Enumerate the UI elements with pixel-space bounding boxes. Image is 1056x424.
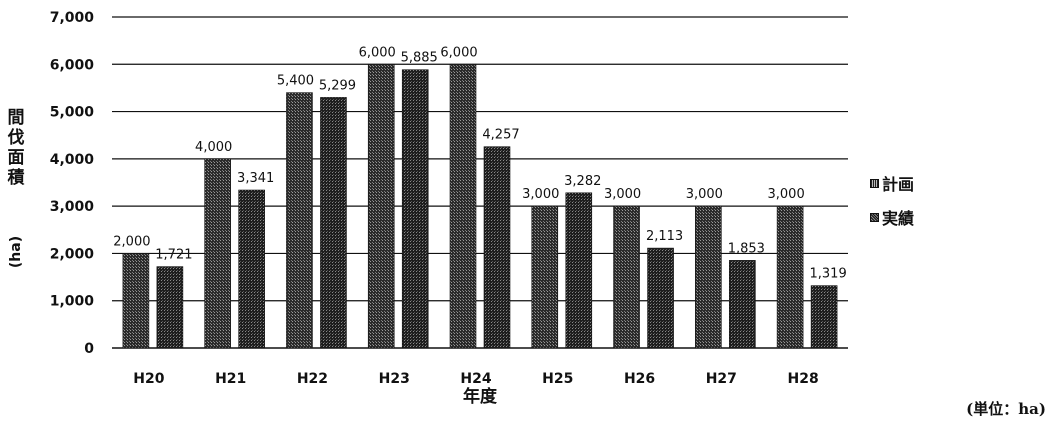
bar-plan xyxy=(286,92,313,349)
legend: 計画 実績 xyxy=(870,172,914,240)
data-label-plan: 6,000 xyxy=(359,45,396,60)
x-tick-label: H25 xyxy=(542,371,573,387)
data-label-actual: 3,282 xyxy=(564,174,601,189)
bar-actual xyxy=(565,192,593,349)
y-tick-label: 4,000 xyxy=(50,152,95,168)
x-tick-label: H28 xyxy=(788,371,819,387)
data-label-plan: 3,000 xyxy=(604,187,641,202)
bar-actual xyxy=(238,189,265,349)
legend-label-plan: 計画 xyxy=(882,175,915,194)
data-label-actual: 5,299 xyxy=(319,78,356,93)
unit-note: (単位：ha) xyxy=(966,400,1046,418)
bar-plan xyxy=(695,205,722,349)
data-label-plan: 3,000 xyxy=(522,187,559,202)
y-axis-label: 間伐面積 xyxy=(7,108,25,188)
gridlines xyxy=(112,16,848,349)
y-tick-label: 3,000 xyxy=(50,199,95,215)
data-label-plan: 3,000 xyxy=(686,187,723,202)
bar-actual xyxy=(729,260,756,349)
x-axis-label: 年度 xyxy=(463,387,497,407)
data-label-actual: 1,853 xyxy=(728,241,765,256)
x-tick-label: H24 xyxy=(460,371,491,387)
y-tick-label: 6,000 xyxy=(50,57,95,73)
data-label-actual: 2,113 xyxy=(646,229,683,244)
bar-actual xyxy=(810,285,838,349)
bar-plan xyxy=(204,158,231,349)
bar-plan xyxy=(449,63,477,349)
data-label-actual: 5,885 xyxy=(401,51,438,66)
y-tick-label: 0 xyxy=(84,341,94,357)
bar-plan xyxy=(613,205,640,349)
bar-actual xyxy=(647,247,674,349)
legend-swatch-actual xyxy=(870,212,879,222)
x-tick-label: H26 xyxy=(624,371,655,387)
bars xyxy=(122,63,838,349)
y-tick-label: 2,000 xyxy=(50,246,95,262)
data-label-plan: 6,000 xyxy=(440,45,477,60)
y-tick-label: 1,000 xyxy=(50,294,95,310)
x-tick-label: H22 xyxy=(297,371,328,387)
y-tick-label: 5,000 xyxy=(50,105,95,121)
legend-swatch-plan xyxy=(870,178,879,188)
bar-plan xyxy=(122,253,150,349)
x-tick-label: H21 xyxy=(215,371,246,387)
x-tick-label: H27 xyxy=(706,371,737,387)
data-label-plan: 4,000 xyxy=(195,140,232,155)
bar-plan xyxy=(776,205,804,349)
legend-item-actual: 実績 xyxy=(870,206,914,228)
bar-plan xyxy=(367,63,395,349)
x-tick-label: H23 xyxy=(379,371,410,387)
data-label-plan: 3,000 xyxy=(768,187,805,202)
data-label-actual: 4,257 xyxy=(482,128,519,143)
data-label-actual: 1,319 xyxy=(810,267,847,282)
x-tick-label: H20 xyxy=(133,371,164,387)
legend-item-plan: 計画 xyxy=(870,172,914,194)
bar-actual xyxy=(483,146,511,349)
bar-actual xyxy=(320,97,347,349)
bar-plan xyxy=(531,205,559,349)
y-tick-label: 7,000 xyxy=(50,10,95,26)
bar-actual xyxy=(401,69,429,349)
data-label-actual: 3,341 xyxy=(237,171,274,186)
data-label-plan: 5,400 xyxy=(277,74,314,89)
data-label-actual: 1,721 xyxy=(155,248,192,263)
y-axis-unit: (ha) xyxy=(8,235,24,269)
y-axis-ticks: 0 1,000 2,000 3,000 4,000 5,000 6,000 7,000 xyxy=(50,10,95,357)
data-label-plan: 2,000 xyxy=(113,234,150,249)
bar-actual xyxy=(156,266,184,349)
legend-label-actual: 実績 xyxy=(882,209,915,228)
x-axis-ticks: H20 H21 H22 H23 H24 H25 H26 H27 H28 xyxy=(133,371,818,387)
